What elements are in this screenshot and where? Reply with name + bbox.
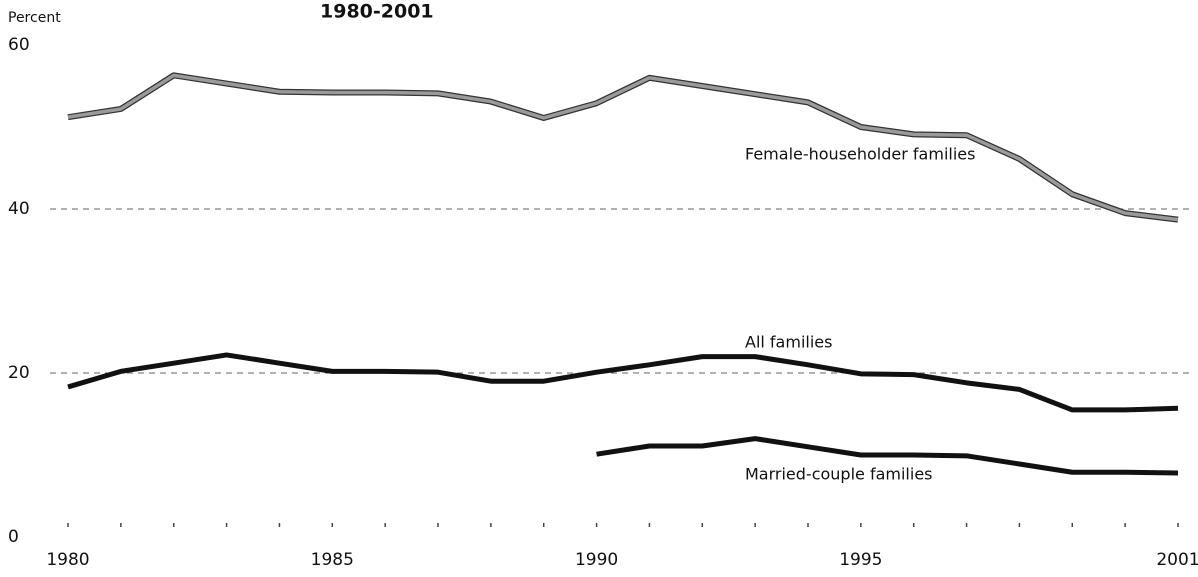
y-tick-label: 60 [8, 35, 30, 55]
x-tick-label: 2001 [1156, 550, 1198, 570]
y-tick-label: 20 [8, 363, 30, 383]
y-tick-label: 0 [8, 527, 19, 547]
y-axis-label: Percent [8, 10, 61, 26]
series-line [67, 73, 1179, 222]
chart-title: 1980-2001 [320, 1, 434, 23]
series-label: Female-householder families [745, 145, 975, 164]
x-tick-label: 1980 [46, 550, 89, 570]
series-line [596, 436, 1179, 476]
series-label: All families [745, 333, 832, 352]
series-outline [67, 72, 1179, 223]
x-tick-label: 1995 [839, 550, 882, 570]
series-line [67, 352, 1179, 413]
x-tick-label: 1990 [575, 550, 618, 570]
series-label: Married-couple families [745, 465, 933, 484]
y-tick-label: 40 [8, 199, 30, 219]
x-tick-label: 1985 [311, 550, 354, 570]
